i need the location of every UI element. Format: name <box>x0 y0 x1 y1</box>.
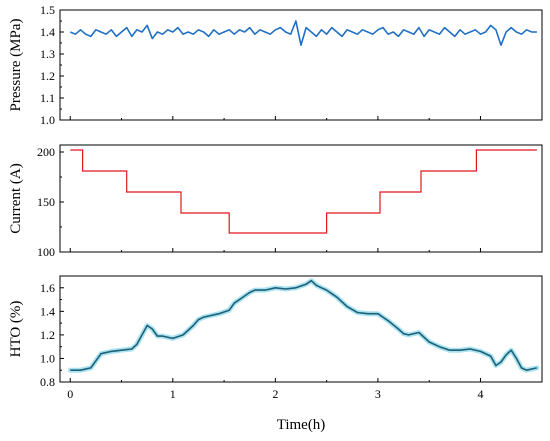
y-tick-label: 1.2 <box>40 328 55 342</box>
y-tick-label: 1.2 <box>40 69 55 83</box>
y-tick-label: 200 <box>37 145 55 159</box>
x-tick-label: 3 <box>375 387 381 401</box>
y-tick-label: 1.4 <box>40 304 55 318</box>
y-tick-label: 1.6 <box>40 281 55 295</box>
x-tick-label: 0 <box>67 387 73 401</box>
current-panel: 100 150 200 Current (A) <box>8 144 543 259</box>
plot-frame <box>59 275 543 383</box>
y-tick-label: 1.3 <box>40 47 55 61</box>
current-axis-title: Current (A) <box>8 163 24 233</box>
hto-series-band <box>67 278 540 373</box>
hto-axis-title: HTO (%) <box>8 301 24 358</box>
time-axis-title: Time(h) <box>277 417 326 433</box>
hto-series-line <box>70 279 538 372</box>
y-tick-label: 1.0 <box>40 351 55 365</box>
y-tick-label: 1.1 <box>40 91 55 105</box>
y-tick-label: 1.0 <box>40 113 55 127</box>
pressure-axis-title: Pressure (MPa) <box>8 19 24 112</box>
plot-frame <box>59 9 543 121</box>
pressure-panel: 1.0 1.1 1.2 1.3 1.4 1.5 Pressure (MPa) <box>8 3 543 127</box>
x-tick-label: 2 <box>272 387 278 401</box>
y-tick-label: 100 <box>37 245 55 259</box>
plot-frame <box>59 144 543 253</box>
y-tick-label: 150 <box>37 195 55 209</box>
x-tick-label: 1 <box>170 387 176 401</box>
y-tick-label: 1.4 <box>40 25 55 39</box>
y-tick-label: 0.8 <box>40 375 55 389</box>
pressure-series-line <box>69 20 537 47</box>
y-tick-label: 1.5 <box>40 3 55 17</box>
current-series-line <box>70 149 537 234</box>
x-tick-label: 4 <box>477 387 483 401</box>
hto-panel: 0.8 1.0 1.2 1.4 1.6 0 1 2 3 4 HTO (%) Time(h) <box>8 275 543 433</box>
